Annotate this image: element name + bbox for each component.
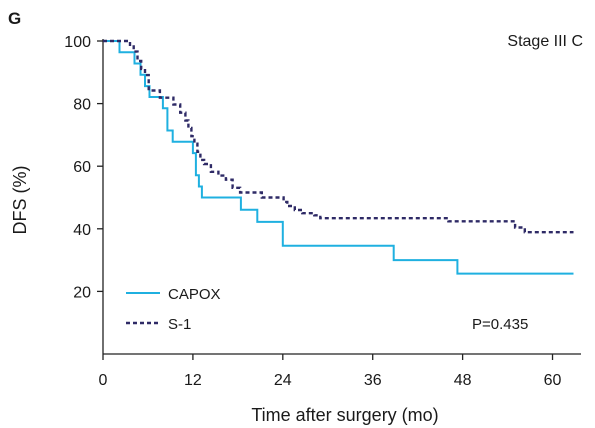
- legend: CAPOX S-1: [126, 286, 221, 333]
- x-tick-label: 0: [99, 372, 108, 389]
- y-tick-label: 20: [73, 284, 91, 301]
- x-tick-label: 12: [184, 372, 202, 389]
- y-tick-label: 60: [73, 159, 91, 176]
- curve-s-1: [103, 39, 574, 234]
- panel-letter: G: [8, 9, 21, 28]
- y-tick-label: 100: [64, 34, 91, 51]
- x-tick-label: 48: [454, 372, 472, 389]
- p-value-annotation: P=0.435: [472, 316, 528, 333]
- x-tick-label: 24: [274, 372, 292, 389]
- y-tick-label: 40: [73, 222, 91, 239]
- legend-label-s1: S-1: [168, 316, 191, 333]
- y-axis-title: DFS (%): [10, 166, 30, 235]
- y-tick-label: 80: [73, 97, 91, 114]
- stage-label: Stage III C: [507, 33, 583, 50]
- curve-capox: [103, 40, 574, 275]
- axes: 0 12 24 36 48 60 20 40 60 80 100: [64, 34, 581, 389]
- x-tick-label: 60: [544, 372, 562, 389]
- legend-label-capox: CAPOX: [168, 286, 221, 303]
- x-tick-label: 36: [364, 372, 382, 389]
- survival-curves: [103, 39, 574, 275]
- x-axis-title: Time after surgery (mo): [251, 405, 438, 425]
